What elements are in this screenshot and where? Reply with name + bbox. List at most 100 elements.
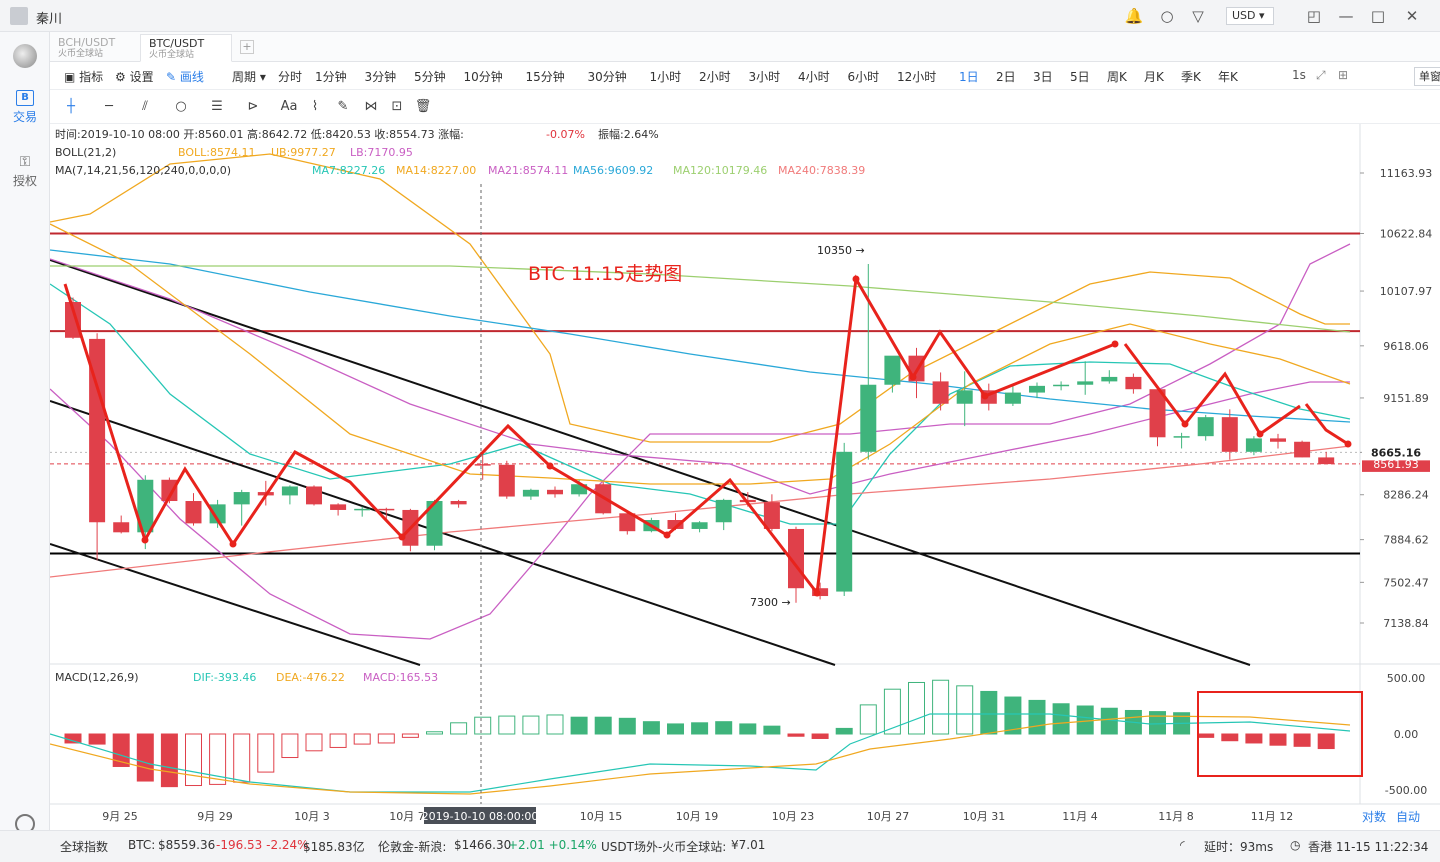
period-option[interactable]: 5分钟 (414, 70, 446, 84)
macd-bar (1149, 711, 1166, 735)
indicator-curve (50, 249, 1351, 423)
period-option[interactable]: 月K (1144, 70, 1164, 84)
period-option[interactable]: 3日 (1033, 70, 1053, 84)
wifi-icon: ◜ (1180, 838, 1185, 852)
period-option[interactable]: 季K (1181, 70, 1201, 84)
arrow-head (813, 589, 821, 597)
window-mode-value: 单窗口 (1419, 70, 1440, 83)
candle-body (763, 502, 780, 529)
parallel-lines-icon[interactable]: ⫽ (142, 99, 148, 114)
auto-scale-button[interactable]: 自动 (1396, 810, 1420, 824)
current-price-label: 8561.93 (1373, 458, 1419, 471)
close-icon[interactable]: ✕ (1405, 7, 1419, 25)
macd-bar (691, 722, 709, 735)
x-tick-label: 10月 19 (676, 810, 719, 823)
macd-bar (618, 717, 636, 735)
period-option[interactable]: 年K (1218, 70, 1238, 84)
sidebar-item-trade[interactable]: B 交易 (0, 90, 50, 125)
period-option[interactable]: 1日 (959, 70, 979, 84)
x-tick-label: 11月 8 (1158, 810, 1194, 823)
y-tick-label: 11163.93 (1380, 167, 1433, 180)
x-tick-label: 9月 25 (102, 810, 138, 823)
period-option[interactable]: 4小时 (798, 70, 830, 84)
macd-bar (377, 733, 395, 744)
interval-label[interactable]: 1s (1292, 68, 1306, 82)
indicator-curve (50, 223, 1351, 485)
period-option[interactable]: 6小时 (847, 70, 880, 84)
brush-icon[interactable]: ✎ (337, 99, 349, 114)
settings-button[interactable]: ⚙ 设置 (115, 68, 154, 85)
tab-bch-usdt[interactable]: BCH/USDT 火币全球站 (50, 34, 140, 62)
period-option[interactable]: 1分钟 (315, 70, 347, 84)
sidebar-item-authorize[interactable]: ⚿ 授权 (0, 154, 50, 189)
period-option[interactable]: 2小时 (699, 70, 731, 84)
list-icon[interactable]: ☰ (211, 99, 223, 114)
period-option[interactable]: 15分钟 (525, 70, 565, 84)
crosshair-icon[interactable]: ┼ (67, 99, 75, 114)
trash-icon[interactable]: 🗑 (414, 99, 432, 114)
minimize-icon[interactable]: — (1338, 7, 1354, 25)
price-chart[interactable]: 11163.93 10622.84 10107.97 9618.06 9151.89 86… (50, 124, 1440, 830)
trend-channel-line (50, 259, 1251, 666)
ruler-icon[interactable]: ⌇ (311, 99, 319, 114)
candle-body (498, 464, 515, 497)
period-option[interactable]: 周K (1107, 70, 1127, 84)
indicator-curve (50, 258, 1350, 495)
macd-bar (281, 733, 299, 759)
period-option[interactable]: 2日 (996, 70, 1016, 84)
candle-body (571, 484, 588, 495)
draw-button[interactable]: ✎ 画线 (166, 68, 204, 85)
log-scale-button[interactable]: 对数 (1362, 809, 1386, 824)
tab-btc-usdt[interactable]: BTC/USDT 火币全球站 (140, 34, 232, 62)
search-icon[interactable]: ○ (1160, 7, 1174, 25)
period-option[interactable]: 5日 (1070, 70, 1090, 84)
candle-body (65, 302, 81, 338)
btc-volume: $185.83亿 (303, 840, 365, 854)
measure-icon[interactable]: ⋈ (364, 99, 378, 114)
pattern-icon[interactable]: ⊳ (247, 99, 259, 114)
avatar[interactable] (10, 7, 28, 25)
tab-exchange-label: 火币全球站 (149, 50, 195, 60)
currency-select[interactable]: USD ▾ (1226, 7, 1274, 25)
candle-body (306, 486, 322, 505)
candle-body (836, 451, 853, 592)
text-icon[interactable]: Aa (280, 99, 298, 114)
x-tick-label: 10月 31 (963, 810, 1006, 823)
macd-bar (1245, 733, 1263, 744)
user-name[interactable]: 秦川 (36, 12, 63, 27)
macd-value: MACD:165.53 (363, 671, 438, 684)
add-tab-button[interactable]: + (240, 40, 254, 54)
arrow-head (229, 540, 237, 548)
period-option[interactable]: 分时 (278, 70, 303, 84)
period-option[interactable]: 30分钟 (587, 70, 627, 84)
period-option[interactable]: 10分钟 (463, 70, 503, 84)
usdt-label: USDT场外-火币全球站: (601, 840, 727, 854)
fullscreen-icon[interactable]: ⤢ (1316, 68, 1326, 82)
horizontal-line-icon[interactable]: ─ (105, 99, 113, 114)
lock-icon[interactable]: ⊡ (391, 99, 403, 114)
period-option[interactable]: 3分钟 (364, 70, 397, 84)
pen-icon: ✎ (166, 70, 180, 84)
bell-icon[interactable]: 🔔 (1124, 7, 1144, 25)
macd-bar (1317, 733, 1335, 750)
candle-body (522, 489, 539, 497)
candle-body (89, 338, 106, 523)
period-option[interactable]: 3小时 (748, 70, 781, 84)
period-dropdown[interactable]: 周期 ▾ (232, 70, 266, 84)
period-option[interactable]: 12小时 (897, 70, 937, 84)
window-mode-select[interactable]: 单窗口 ▢ (1414, 67, 1440, 86)
candle-body (1294, 441, 1311, 458)
indicator-button[interactable]: ▣ 指标 (64, 68, 103, 85)
macd-bar (1004, 696, 1022, 735)
split-icon[interactable]: ⊞ (1338, 68, 1349, 82)
zigzag-annotation (1123, 343, 1301, 437)
maximize-icon[interactable]: □ (1370, 7, 1386, 25)
shirt-icon[interactable]: ▽ (1192, 7, 1204, 25)
global-index-label[interactable]: 全球指数 (60, 840, 109, 854)
candle-body (1173, 436, 1190, 438)
gold-label: 伦敦金-新浪: (378, 840, 447, 854)
x-tick-label: 10月 23 (772, 810, 815, 823)
restore-icon[interactable]: ◰ (1306, 7, 1322, 25)
circle-icon[interactable]: ○ (175, 99, 187, 114)
period-option[interactable]: 1小时 (649, 70, 682, 84)
